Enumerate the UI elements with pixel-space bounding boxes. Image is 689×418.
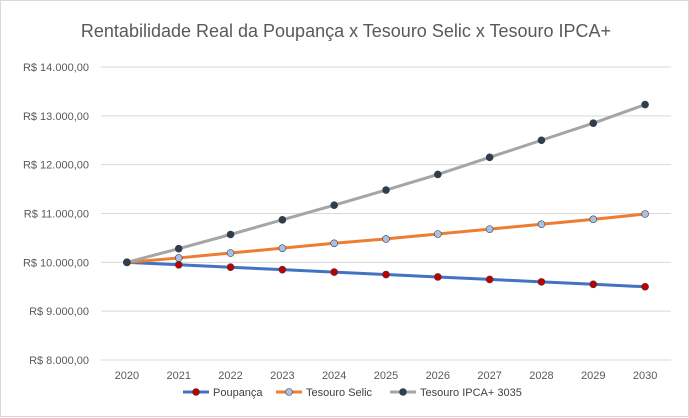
x-tick-label: 2021 <box>166 370 190 382</box>
y-tick-label: R$ 12.000,00 <box>23 160 89 172</box>
data-point-poupan-a <box>485 275 494 284</box>
x-tick-label: 2020 <box>115 370 139 382</box>
x-tick-label: 2023 <box>270 370 294 382</box>
data-point-poupan-a <box>537 278 546 286</box>
x-tick-label: 2028 <box>529 370 553 382</box>
data-point-tesouro-ipca-3035 <box>382 186 390 194</box>
data-point-tesouro-ipca-3035 <box>330 201 338 209</box>
data-point-tesouro-ipca-3035 <box>589 119 598 127</box>
data-point-tesouro-ipca-3035 <box>641 100 649 109</box>
data-point-tesouro-selic <box>226 249 235 257</box>
data-point-poupan-a <box>226 263 235 272</box>
x-tick-label: 2024 <box>322 370 346 382</box>
x-tick-label: 2027 <box>477 370 501 382</box>
legend-label: Tesouro IPCA+ 3035 <box>420 387 522 399</box>
data-point-poupan-a <box>589 280 598 289</box>
data-point-tesouro-selic <box>589 215 598 224</box>
data-point-poupan-a <box>174 260 183 269</box>
data-point-tesouro-selic <box>278 244 287 252</box>
data-point-tesouro-selic <box>330 239 338 248</box>
data-point-tesouro-selic <box>434 230 442 238</box>
data-point-poupan-a <box>434 273 442 281</box>
series-lines <box>123 100 649 291</box>
legend-label: Tesouro Selic <box>306 387 373 399</box>
y-axis-tick-labels: R$ 8.000,00 R$ 9.000,00 R$ 10.000,00 R$ 11.… <box>23 62 89 367</box>
legend-marker <box>285 388 293 396</box>
y-tick-label: R$ 11.000,00 <box>24 209 89 221</box>
data-point-tesouro-selic <box>382 235 390 243</box>
data-point-tesouro-selic <box>641 210 649 218</box>
y-tick-label: R$ 9.000,00 <box>29 306 89 318</box>
x-tick-label: 2022 <box>218 370 242 382</box>
gridlines <box>101 66 671 361</box>
y-tick-label: R$ 8.000,00 <box>29 355 89 367</box>
data-point-tesouro-ipca-3035 <box>485 153 494 162</box>
x-tick-label: 2030 <box>633 370 657 382</box>
y-tick-label: R$ 10.000,00 <box>23 257 89 269</box>
data-point-tesouro-ipca-3035 <box>537 136 546 145</box>
chart-title: Rentabilidade Real da Poupança x Tesouro… <box>81 21 611 41</box>
legend-marker <box>192 388 200 396</box>
legend-label: Poupança <box>213 387 263 399</box>
x-tick-label: 2025 <box>374 370 398 382</box>
data-point-poupan-a <box>278 265 287 274</box>
legend: Poupança Tesouro Selic Tesouro IPCA+ 3035 <box>183 387 522 399</box>
x-axis-tick-labels: 2020 2021 2022 2023 2024 2025 2026 2027 2028 2029… <box>115 370 658 382</box>
data-point-tesouro-selic <box>537 220 546 229</box>
data-point-poupan-a <box>641 282 649 291</box>
data-point-tesouro-ipca-3035 <box>226 230 235 239</box>
y-tick-label: R$ 14.000,00 <box>23 62 89 74</box>
data-point-poupan-a <box>330 268 338 276</box>
data-point-tesouro-ipca-3035 <box>174 244 183 253</box>
x-tick-label: 2026 <box>426 370 450 382</box>
data-point-tesouro-selic <box>485 225 494 233</box>
data-point-tesouro-selic <box>174 254 183 262</box>
x-tick-label: 2029 <box>581 370 605 382</box>
y-tick-label: R$ 13.000,00 <box>23 111 89 123</box>
data-point-tesouro-ipca-3035 <box>434 170 442 179</box>
data-point-tesouro-ipca-3035 <box>278 216 287 224</box>
data-point-poupan-a <box>382 270 390 279</box>
data-point-tesouro-ipca-3035 <box>123 258 131 267</box>
legend-marker <box>399 388 407 396</box>
